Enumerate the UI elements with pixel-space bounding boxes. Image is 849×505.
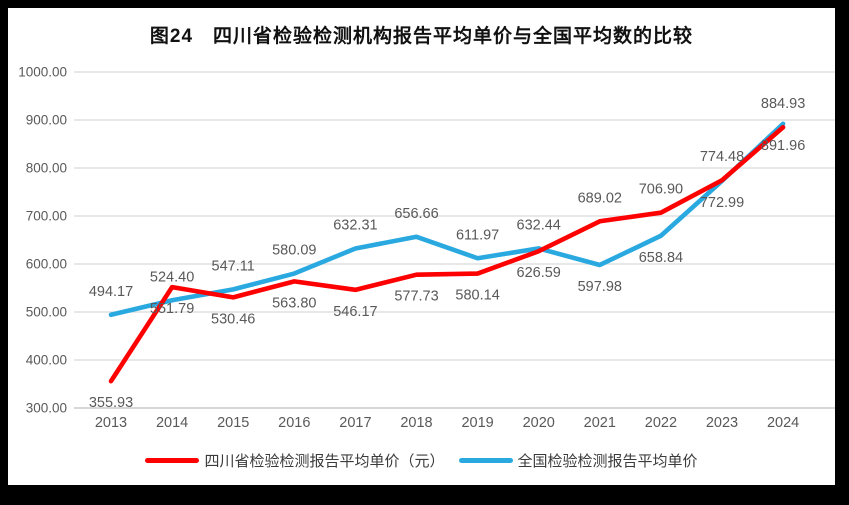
- legend-label-sichuan: 四川省检验检测报告平均单价（元）: [204, 453, 445, 470]
- svg-text:2018: 2018: [400, 415, 432, 431]
- legend-item-national: 全国检验检测报告平均单价: [458, 450, 698, 471]
- line-chart: 1000.00 900.00 800.00 700.00 600.00 500.00 400…: [18, 65, 835, 431]
- svg-text:2015: 2015: [217, 415, 249, 431]
- legend-label-national: 全国检验检测报告平均单价: [517, 453, 698, 470]
- svg-text:494.17: 494.17: [89, 284, 133, 300]
- legend-item-sichuan: 四川省检验检测报告平均单价（元）: [145, 450, 445, 471]
- svg-text:611.97: 611.97: [456, 227, 499, 243]
- svg-text:626.59: 626.59: [517, 265, 561, 281]
- svg-text:547.11: 547.11: [212, 258, 255, 274]
- legend-line-red-icon: [145, 458, 200, 463]
- svg-text:551.79: 551.79: [150, 301, 194, 317]
- svg-text:2023: 2023: [706, 415, 738, 431]
- svg-text:884.93: 884.93: [761, 96, 805, 112]
- svg-text:546.17: 546.17: [333, 304, 377, 320]
- svg-text:400.00: 400.00: [26, 353, 67, 368]
- legend: 四川省检验检测报告平均单价（元） 全国检验检测报告平均单价: [8, 450, 835, 471]
- svg-text:706.90: 706.90: [639, 182, 683, 198]
- svg-text:300.00: 300.00: [26, 401, 67, 416]
- svg-text:658.84: 658.84: [639, 250, 683, 266]
- svg-text:632.44: 632.44: [517, 217, 561, 233]
- svg-text:632.31: 632.31: [333, 217, 377, 233]
- svg-text:2019: 2019: [461, 415, 493, 431]
- svg-text:577.73: 577.73: [394, 289, 438, 305]
- svg-text:580.09: 580.09: [272, 243, 316, 259]
- svg-text:600.00: 600.00: [26, 257, 67, 272]
- svg-text:597.98: 597.98: [578, 279, 622, 295]
- y-axis-labels: 1000.00 900.00 800.00 700.00 600.00 500.00 400…: [18, 65, 67, 416]
- svg-text:772.99: 772.99: [700, 195, 744, 211]
- svg-text:656.66: 656.66: [394, 206, 438, 222]
- svg-text:2021: 2021: [584, 415, 616, 431]
- series-line-national: [108, 121, 786, 318]
- svg-text:2017: 2017: [339, 415, 371, 431]
- series-line-sichuan: [108, 124, 786, 384]
- legend-line-blue-icon: [458, 458, 513, 463]
- svg-text:524.40: 524.40: [150, 269, 194, 285]
- svg-text:2013: 2013: [95, 415, 127, 431]
- svg-text:2024: 2024: [767, 415, 799, 431]
- svg-text:1000.00: 1000.00: [18, 65, 67, 80]
- gridlines: [74, 71, 835, 409]
- x-axis-labels: 2013 2014 2015 2016 2017 2018 2019 2020 2021 2022…: [95, 415, 799, 431]
- chart-frame: 图24 四川省检验检测机构报告平均单价与全国平均数的比较 1000.00 900.…: [8, 8, 835, 485]
- svg-text:689.02: 689.02: [578, 190, 622, 206]
- data-labels: 355.93 551.79 530.46 563.80 546.17 577.73 580.…: [89, 96, 805, 411]
- svg-text:891.96: 891.96: [761, 138, 805, 154]
- svg-text:563.80: 563.80: [272, 295, 316, 311]
- svg-text:774.48: 774.48: [700, 149, 744, 165]
- chart-title: 图24 四川省检验检测机构报告平均单价与全国平均数的比较: [149, 26, 694, 47]
- svg-text:580.14: 580.14: [455, 288, 499, 304]
- svg-text:530.46: 530.46: [211, 311, 255, 327]
- svg-text:2014: 2014: [156, 415, 188, 431]
- svg-text:500.00: 500.00: [26, 305, 67, 320]
- svg-text:2020: 2020: [523, 415, 555, 431]
- svg-text:800.00: 800.00: [26, 161, 67, 176]
- svg-text:2016: 2016: [278, 415, 310, 431]
- svg-text:900.00: 900.00: [26, 113, 67, 128]
- svg-text:2022: 2022: [645, 415, 677, 431]
- svg-text:355.93: 355.93: [89, 395, 133, 411]
- svg-text:700.00: 700.00: [26, 209, 67, 224]
